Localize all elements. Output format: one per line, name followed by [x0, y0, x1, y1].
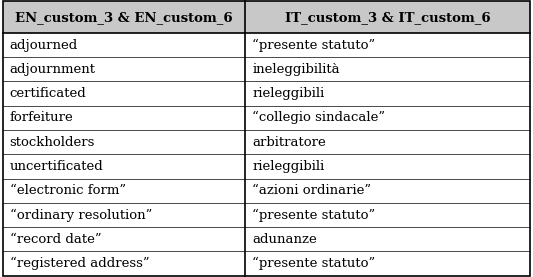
Text: adjournment: adjournment — [10, 63, 95, 76]
Text: adjourned: adjourned — [10, 39, 78, 52]
Text: forfeiture: forfeiture — [10, 111, 74, 124]
Text: “electronic form”: “electronic form” — [10, 184, 126, 197]
Text: rieleggibili: rieleggibili — [252, 160, 325, 173]
Text: “ordinary resolution”: “ordinary resolution” — [10, 208, 152, 222]
Bar — [245, 1, 530, 33]
Text: IT_custom_3 & IT_custom_6: IT_custom_3 & IT_custom_6 — [285, 11, 491, 24]
Text: “registered address”: “registered address” — [10, 257, 149, 270]
Text: adunanze: adunanze — [252, 233, 317, 246]
Text: stockholders: stockholders — [10, 136, 95, 149]
Text: uncertificated: uncertificated — [10, 160, 103, 173]
Text: “collegio sindacale”: “collegio sindacale” — [252, 111, 385, 124]
Text: “presente statuto”: “presente statuto” — [252, 39, 376, 52]
Text: EN_custom_3 & EN_custom_6: EN_custom_3 & EN_custom_6 — [15, 11, 233, 24]
Text: “presente statuto”: “presente statuto” — [252, 257, 376, 270]
Text: rieleggibili: rieleggibili — [252, 87, 325, 100]
Text: “record date”: “record date” — [10, 233, 101, 246]
Text: arbitratore: arbitratore — [252, 136, 326, 149]
Bar — [3, 1, 245, 33]
Text: ineleggibilità: ineleggibilità — [252, 63, 340, 76]
Text: “azioni ordinarie”: “azioni ordinarie” — [252, 184, 372, 197]
Text: certificated: certificated — [10, 87, 86, 100]
Text: “presente statuto”: “presente statuto” — [252, 208, 376, 222]
